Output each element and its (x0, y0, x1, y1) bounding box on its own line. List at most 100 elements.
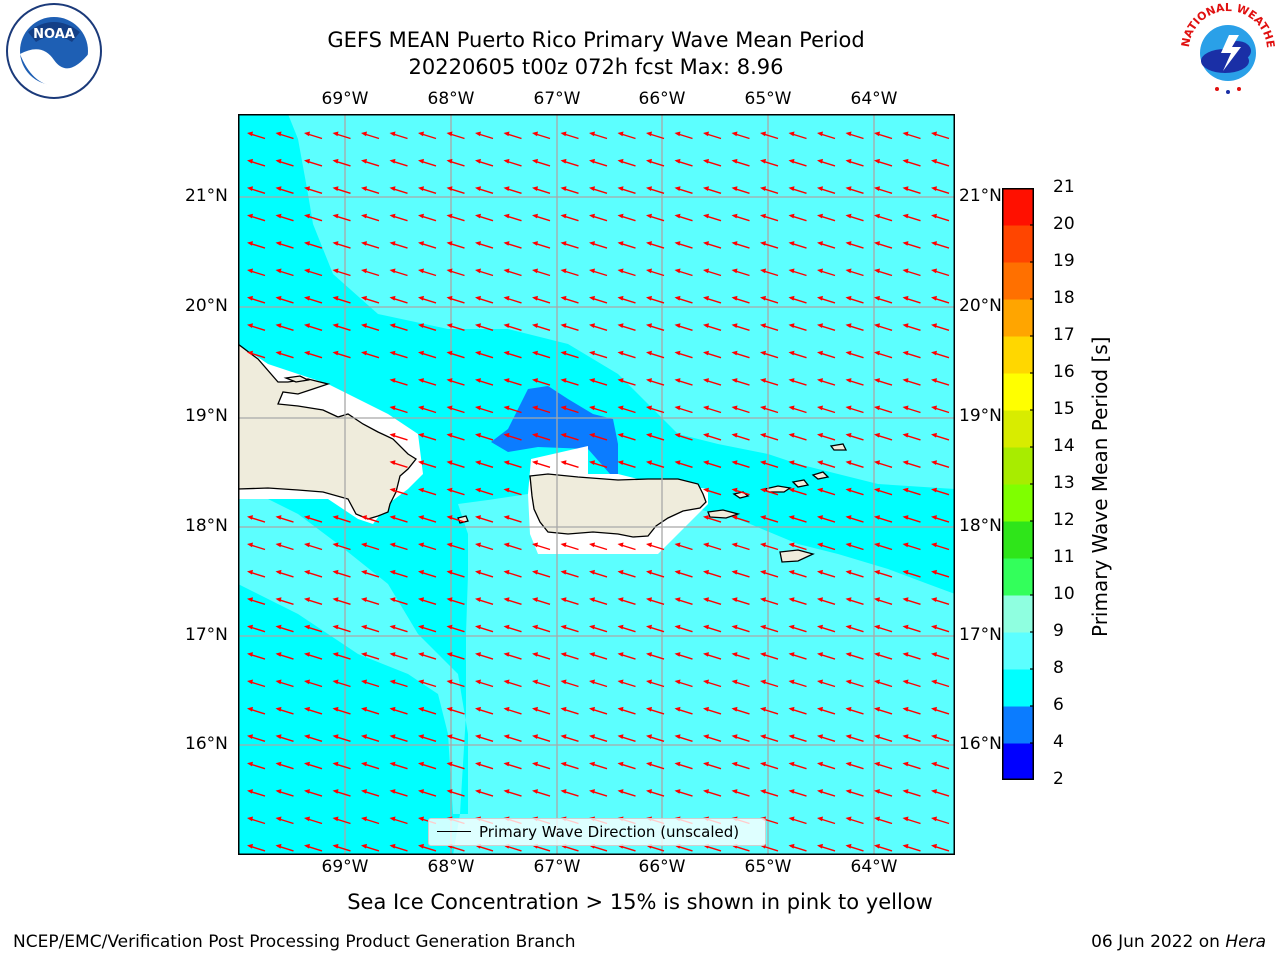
lat-label-left: 20°N (185, 296, 228, 316)
wave-direction-arrowhead (817, 706, 823, 712)
wave-direction-arrowhead (931, 350, 937, 356)
wave-direction-arrowhead (760, 432, 766, 438)
wave-direction-arrowhead (874, 323, 880, 328)
wave-direction-arrowhead (247, 706, 253, 712)
wave-direction-arrowhead (503, 378, 510, 383)
wave-direction-arrowhead (503, 487, 510, 493)
wave-direction-arrowhead (674, 761, 681, 767)
wave-direction-arrowhead (589, 378, 595, 383)
wave-direction-arrowhead (532, 186, 538, 191)
wave-direction-arrowhead (845, 378, 852, 383)
wave-direction-arrowhead (931, 789, 937, 794)
wave-direction-arrowhead (874, 350, 880, 356)
wave-direction-arrowhead (845, 816, 852, 822)
wave-direction-arrowhead (703, 706, 709, 712)
wave-direction-arrowhead (760, 734, 766, 739)
colorbar (1002, 188, 1034, 780)
wave-direction-arrowhead (760, 186, 766, 191)
wave-direction-arrowhead (760, 789, 766, 794)
wave-direction-arrowhead (247, 843, 253, 849)
wave-direction-arrowhead (646, 734, 652, 739)
chart-subtitle-run: 20220605 t00z 072h fcst Max: 8.96 (408, 55, 784, 79)
wave-direction-arrowhead (332, 679, 339, 685)
wave-period-map (238, 114, 955, 855)
wave-direction-arrowhead (788, 323, 795, 328)
wave-direction-arrowhead (503, 515, 510, 520)
wave-direction-arrowhead (560, 268, 567, 274)
wave-direction-arrowhead (446, 789, 453, 794)
wave-direction-arrowhead (304, 241, 310, 246)
wave-direction-arrowhead (674, 213, 681, 219)
wave-direction-arrowhead (788, 350, 795, 356)
wave-direction-arrowhead (703, 734, 709, 739)
wave-direction-arrowhead (646, 597, 652, 602)
wave-direction-arrowhead (589, 405, 595, 411)
wave-direction-arrowhead (617, 268, 624, 274)
wave-direction-arrowhead (902, 295, 909, 301)
wave-direction-arrowhead (703, 761, 709, 767)
wave-direction-arrowhead (760, 624, 766, 630)
wave-direction-arrowhead (247, 679, 253, 685)
wave-direction-arrowhead (532, 789, 538, 794)
wave-direction-arrowhead (389, 624, 396, 630)
wave-direction-arrowhead (617, 378, 624, 383)
wave-direction-arrowhead (532, 761, 538, 767)
wave-direction-arrowhead (931, 569, 937, 575)
wave-direction-arrowhead (361, 350, 367, 356)
wave-direction-arrowhead (646, 569, 652, 575)
wave-direction-arrowhead (589, 131, 595, 137)
wave-direction-arrowhead (731, 624, 738, 630)
wave-direction-arrowhead (874, 158, 880, 164)
wave-direction-arrowhead (560, 405, 567, 411)
wave-direction-arrowhead (731, 789, 738, 794)
wave-direction-arrowhead (361, 158, 367, 164)
wave-direction-arrowhead (845, 432, 852, 438)
wave-direction-arrowhead (931, 295, 937, 301)
wave-direction-arrowhead (817, 515, 823, 520)
wave-direction-arrowhead (845, 460, 852, 465)
wave-direction-arrowhead (247, 268, 253, 274)
wave-direction-arrowhead (788, 734, 795, 739)
wave-direction-arrowhead (646, 652, 652, 657)
wave-direction-arrowhead (817, 460, 823, 465)
wave-direction-arrowhead (817, 789, 823, 794)
wave-direction-arrowhead (446, 268, 453, 274)
wave-direction-arrowhead (760, 569, 766, 575)
colorbar-tick-label: 18 (1053, 288, 1075, 308)
wave-direction-arrowhead (874, 186, 880, 191)
svg-text:NOAA: NOAA (33, 27, 75, 42)
wave-direction-arrowhead (332, 515, 339, 520)
wave-direction-arrowhead (332, 569, 339, 575)
wave-direction-arrowhead (845, 213, 852, 219)
map-frame (238, 114, 955, 855)
wave-direction-arrowhead (703, 350, 709, 356)
wave-direction-arrowhead (304, 679, 310, 685)
wave-direction-arrowhead (304, 816, 310, 822)
wave-direction-arrowhead (275, 679, 282, 685)
wave-direction-arrowhead (532, 597, 538, 602)
wave-direction-arrowhead (332, 706, 339, 712)
wave-direction-arrowhead (760, 213, 766, 219)
wave-direction-arrowhead (874, 843, 880, 849)
wave-direction-arrowhead (332, 624, 339, 630)
wave-direction-arrowhead (304, 624, 310, 630)
wave-direction-arrowhead (931, 432, 937, 438)
wave-direction-arrowhead (275, 241, 282, 246)
wave-direction-arrowhead (817, 323, 823, 328)
wave-direction-arrowhead (560, 706, 567, 712)
wave-direction-arrowhead (617, 405, 624, 411)
wave-direction-arrowhead (389, 679, 396, 685)
wave-direction-arrowhead (817, 405, 823, 411)
wave-direction-arrowhead (703, 268, 709, 274)
wave-direction-arrowhead (674, 186, 681, 191)
wave-direction-arrowhead (475, 405, 481, 411)
wave-direction-arrowhead (446, 679, 453, 685)
wave-direction-arrowhead (874, 624, 880, 630)
wave-direction-arrowhead (902, 432, 909, 438)
wave-direction-arrowhead (703, 569, 709, 575)
lon-label-bottom: 67°W (533, 857, 581, 877)
lat-label-right: 20°N (959, 296, 1002, 316)
wave-direction-arrowhead (589, 432, 595, 438)
colorbar-tick-label: 11 (1053, 547, 1075, 567)
wave-direction-arrowhead (674, 706, 681, 712)
